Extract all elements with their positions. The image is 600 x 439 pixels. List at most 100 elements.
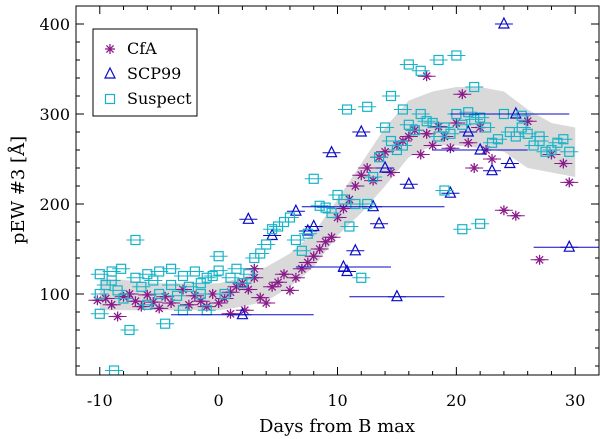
suspect-point: [177, 270, 189, 282]
cfa-point: [267, 281, 278, 292]
cfa-point: [457, 89, 468, 100]
scp99-point: [503, 156, 516, 169]
suspect-point: [522, 128, 533, 139]
suspect-point: [219, 288, 230, 300]
suspect-point: [439, 185, 450, 196]
x-axis-label: Days from B max: [259, 416, 415, 437]
suspect-point: [195, 278, 206, 289]
cfa-point: [558, 158, 569, 169]
suspect-point: [148, 275, 159, 286]
suspect-point: [457, 224, 468, 235]
cfa-point: [451, 118, 462, 128]
cfa-point: [498, 205, 509, 216]
legend-cfa-symbol: [105, 44, 115, 54]
scp99-point: [373, 216, 386, 229]
legend: CfA SCP99 Suspect: [92, 28, 198, 117]
cfa-point: [302, 257, 313, 268]
scp99-point: [444, 185, 457, 198]
cfa-point: [92, 295, 103, 306]
x-tick-label: -10: [87, 391, 113, 410]
legend-suspect-symbol: [104, 93, 116, 105]
suspect-point: [362, 198, 373, 210]
cfa-point: [249, 263, 260, 274]
cfa-point: [421, 71, 432, 82]
suspect-point: [160, 318, 171, 329]
scp99-point: [509, 106, 522, 119]
suspect-point: [118, 293, 129, 304]
suspect-point: [564, 146, 575, 157]
suspect-point: [154, 266, 165, 277]
suspect-point: [213, 265, 224, 276]
cfa-point: [290, 272, 301, 283]
suspect-point: [261, 239, 272, 250]
suspect-point: [368, 171, 379, 183]
confidence-band-layer: [99, 87, 576, 311]
cfa-point: [362, 163, 373, 173]
scp99-point: [307, 219, 320, 232]
cfa-point: [284, 285, 295, 296]
suspect-point: [385, 135, 397, 147]
suspect-point: [356, 272, 367, 283]
scp99-point: [379, 160, 392, 173]
suspect-point: [231, 263, 242, 274]
suspect-point: [165, 279, 177, 291]
scp99-point: [563, 239, 576, 252]
cfa-point: [112, 311, 123, 322]
scp99-point: [474, 142, 487, 155]
scp99-point: [341, 264, 353, 277]
suspect-point: [142, 269, 153, 280]
cfa-point: [296, 263, 307, 274]
cfa-point: [463, 137, 474, 148]
legend-marker-cfa: [105, 44, 115, 54]
suspect-point: [94, 308, 105, 319]
legend-box: [92, 28, 198, 117]
scp99-point: [266, 228, 279, 241]
x-tick-label: 30: [565, 391, 585, 410]
suspect-point: [403, 59, 414, 70]
suspect-point: [154, 288, 165, 300]
cfa-point: [534, 254, 545, 265]
suspect-point: [290, 234, 301, 246]
suspect-point: [338, 194, 349, 205]
suspect-point: [534, 131, 545, 142]
suspect-point: [451, 50, 462, 61]
cfa-point: [142, 289, 153, 300]
suspect-point: [130, 234, 141, 246]
scp99-point: [236, 307, 249, 320]
suspect-point: [243, 269, 254, 280]
cfa-point: [243, 284, 254, 295]
cfa-point: [273, 277, 284, 288]
suspect-point: [255, 248, 266, 259]
cfa-point: [279, 269, 290, 280]
scp99-point: [497, 16, 510, 29]
scp99-point: [402, 176, 415, 189]
scp99-point: [390, 289, 403, 302]
suspect-point: [341, 104, 353, 115]
cfa-point: [445, 143, 456, 154]
suspect-point: [320, 202, 331, 213]
cfa-point: [106, 299, 117, 310]
suspect-point: [374, 152, 385, 163]
suspect-point: [124, 324, 135, 336]
suspect-point: [516, 110, 527, 121]
suspect-point: [480, 122, 492, 133]
suspect-point: [108, 365, 120, 375]
suspect-point: [415, 65, 426, 76]
cfa-point: [332, 212, 343, 223]
suspect-point: [362, 101, 373, 112]
confidence-band: [99, 87, 576, 311]
suspect-point: [267, 224, 278, 235]
suspect-point: [552, 137, 563, 148]
cfa-point: [136, 301, 147, 312]
suspect-point: [344, 221, 355, 232]
cfa-point: [403, 131, 414, 142]
suspect-point: [314, 200, 325, 211]
suspect-point: [403, 119, 414, 130]
suspect-point: [195, 288, 206, 300]
legend-label-scp99: SCP99: [127, 64, 181, 83]
cfa-point: [213, 298, 224, 308]
suspect-point: [207, 270, 218, 282]
suspect-point: [379, 122, 391, 133]
cfa-point: [249, 272, 260, 283]
